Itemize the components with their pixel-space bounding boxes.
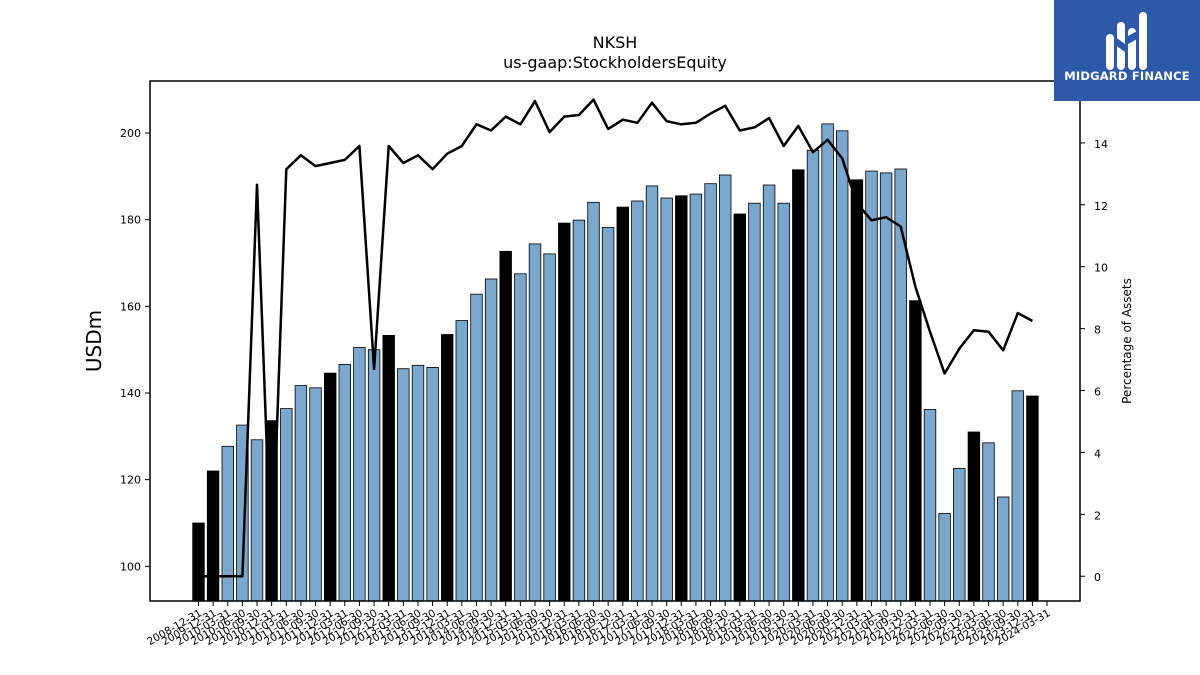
bar bbox=[543, 253, 556, 602]
bar bbox=[792, 169, 805, 602]
bar bbox=[514, 273, 527, 602]
left-tick-label: 100 bbox=[120, 560, 141, 573]
bar bbox=[323, 372, 337, 602]
series-line bbox=[198, 98, 1033, 578]
left-axis: 100 120 140 160 180 200 bbox=[120, 127, 150, 573]
right-tick-label: 10 bbox=[1094, 262, 1108, 275]
bar bbox=[748, 202, 761, 602]
bar bbox=[528, 243, 542, 602]
bar bbox=[938, 513, 951, 602]
bar bbox=[894, 168, 907, 602]
bar bbox=[1011, 390, 1025, 602]
bar bbox=[338, 363, 352, 602]
bar bbox=[455, 320, 469, 602]
bar bbox=[953, 467, 966, 602]
bar bbox=[470, 293, 483, 602]
bar bbox=[850, 179, 864, 602]
bar bbox=[250, 439, 264, 602]
bar bbox=[294, 385, 308, 602]
bar bbox=[909, 300, 922, 602]
bar bbox=[587, 201, 600, 602]
left-tick-label: 120 bbox=[120, 474, 141, 487]
bar bbox=[440, 334, 454, 602]
line-layer bbox=[198, 98, 1033, 578]
left-tick-label: 180 bbox=[120, 214, 141, 227]
bar bbox=[280, 408, 293, 602]
y-axis-label: USDm bbox=[82, 310, 106, 372]
bar bbox=[923, 409, 937, 602]
bar bbox=[879, 172, 893, 602]
bar bbox=[484, 278, 498, 602]
bar bbox=[689, 193, 703, 602]
left-tick-label: 160 bbox=[120, 300, 141, 313]
x-axis: 2008-12-312009-12-312010-03-312010-06-30… bbox=[145, 601, 1053, 648]
bar bbox=[616, 206, 630, 602]
bar bbox=[353, 347, 366, 602]
bar bbox=[411, 364, 425, 602]
right-tick-label: 14 bbox=[1094, 138, 1108, 151]
right-axis: 0 2 4 6 8 10 12 14 bbox=[1080, 138, 1108, 584]
bar bbox=[601, 227, 615, 602]
right-tick-label: 8 bbox=[1094, 324, 1101, 337]
bar bbox=[997, 496, 1010, 602]
bar bbox=[719, 174, 732, 602]
bar bbox=[572, 219, 586, 602]
bar bbox=[426, 366, 439, 602]
bars-layer bbox=[192, 123, 1039, 602]
bar bbox=[821, 123, 834, 602]
bar bbox=[192, 522, 205, 602]
right-tick-label: 0 bbox=[1094, 571, 1101, 584]
right-tick-label: 2 bbox=[1094, 509, 1101, 522]
chart-title: NKSH bbox=[593, 33, 638, 52]
bar bbox=[982, 442, 995, 602]
bar bbox=[397, 368, 410, 602]
bar bbox=[704, 183, 717, 602]
bar bbox=[733, 213, 747, 602]
right-tick-label: 4 bbox=[1094, 447, 1101, 460]
bar bbox=[675, 195, 688, 602]
bar bbox=[558, 222, 571, 602]
bar bbox=[382, 334, 395, 602]
plot-frame bbox=[149, 80, 1081, 602]
bar bbox=[762, 184, 776, 602]
left-tick-label: 140 bbox=[120, 387, 141, 400]
y2-axis-label: Percentage of Assets bbox=[1120, 278, 1134, 404]
bar bbox=[660, 197, 673, 602]
bar bbox=[499, 250, 512, 602]
right-tick-label: 12 bbox=[1094, 200, 1108, 213]
brand-logo: MIDGARD FINANCE bbox=[1054, 0, 1200, 101]
bar bbox=[367, 349, 381, 602]
right-tick-label: 6 bbox=[1094, 386, 1101, 399]
bar bbox=[777, 202, 790, 602]
bar bbox=[309, 387, 322, 602]
bar bbox=[206, 470, 220, 602]
bar bbox=[631, 200, 644, 602]
logo-wordmark: MIDGARD FINANCE bbox=[1064, 69, 1190, 83]
bar bbox=[836, 130, 849, 602]
bar bbox=[1026, 395, 1039, 602]
bar bbox=[806, 149, 820, 602]
bar bbox=[865, 170, 878, 602]
bar bbox=[645, 185, 659, 602]
bar bbox=[221, 445, 235, 602]
bar bbox=[967, 431, 981, 602]
chart-subtitle: us-gaap:StockholdersEquity bbox=[503, 53, 727, 72]
left-tick-label: 200 bbox=[120, 127, 141, 140]
logo-mark-icon bbox=[1106, 12, 1147, 70]
